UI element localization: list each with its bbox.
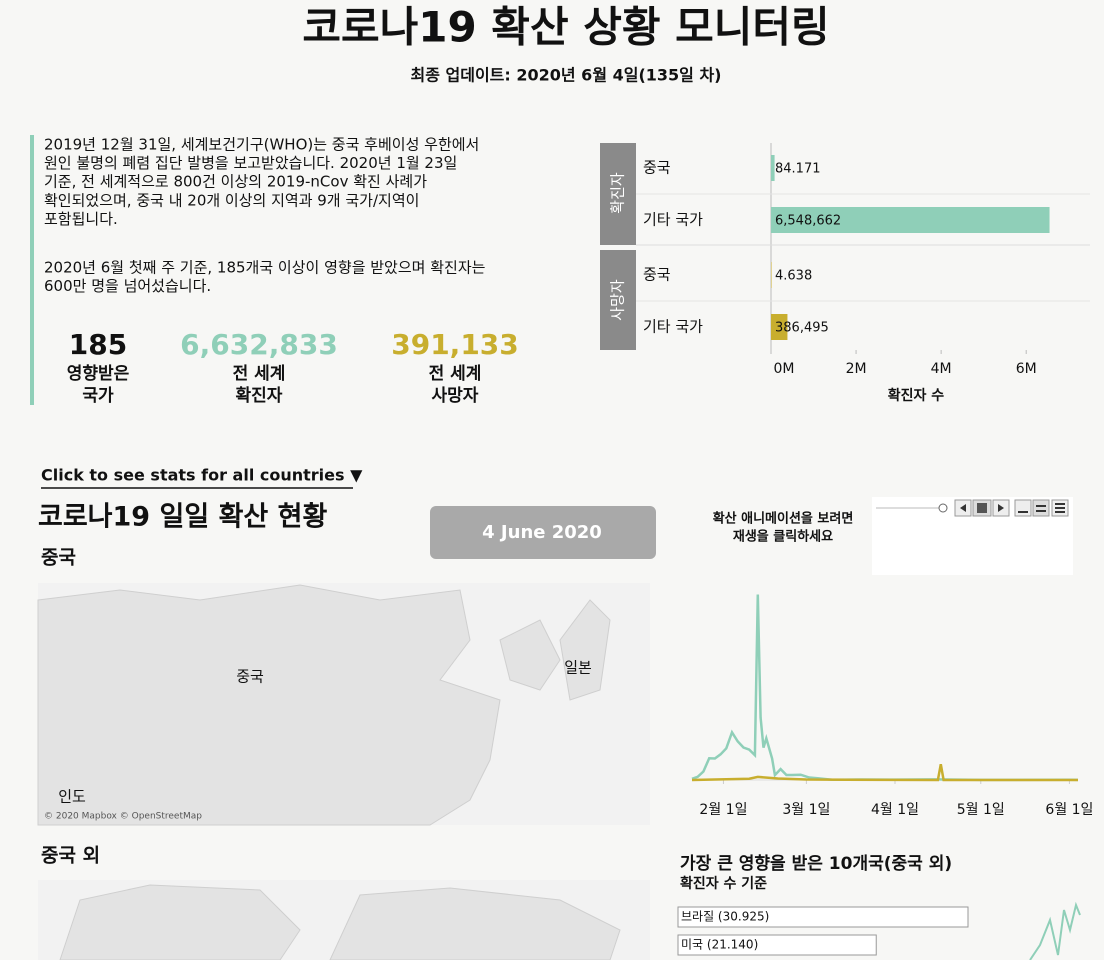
intro-line: 2020년 6월 첫째 주 기준, 185개국 이상이 영향을 받았으며 확진자… — [44, 259, 486, 277]
chart-subtitle: 확진자 수 기준 — [680, 875, 767, 892]
kpi-value: 6,632,833 — [180, 328, 338, 361]
group-label: 사망자 — [609, 279, 627, 321]
world-map-title: 중국 외 — [41, 845, 100, 867]
x-tick-label: 2M — [846, 361, 867, 377]
section-title: 코로나19 일일 확산 현황 — [38, 502, 327, 533]
bar — [771, 207, 1050, 233]
kpi-label: 사망자 — [432, 386, 479, 406]
speed-button[interactable] — [1014, 499, 1032, 517]
subtitle: 최종 업데이트: 2020년 6월 4일(135일 차) — [411, 66, 722, 85]
line-series — [691, 763, 1078, 782]
x-tick-label: 4월 1일 — [871, 802, 919, 818]
kpi-label: 전 세계 — [429, 364, 482, 384]
animation-hint: 재생을 클릭하세요 — [733, 529, 833, 545]
intro-line: 원인 불명의 폐렴 집단 발병을 보고받았습니다. 2020년 1월 23일 — [44, 154, 457, 172]
category-label: 중국 — [643, 159, 671, 177]
date-button-label[interactable]: 4 June 2020 — [482, 522, 602, 543]
kpi-label: 확진자 — [236, 386, 283, 406]
all-countries-link[interactable]: Click to see stats for all countries ▼ — [41, 466, 363, 485]
x-tick-label: 2월 1일 — [699, 802, 747, 818]
map-attribution: © 2020 Mapbox © OpenStreetMap — [44, 812, 202, 822]
speed-button[interactable] — [1032, 499, 1050, 517]
kpi-label: 전 세계 — [233, 364, 286, 384]
value-label: 6,548,662 — [775, 214, 841, 229]
animation-hint: 확산 애니메이션을 보려면 — [713, 511, 854, 527]
x-tick-label: 0M — [774, 361, 795, 377]
intro-line: 기준, 전 세계적으로 800건 이상의 2019-nCov 확진 사례가 — [44, 173, 427, 191]
map-label: 중국 — [236, 668, 264, 686]
bar — [771, 262, 772, 288]
speed-icons — [1018, 503, 1065, 513]
intro-accent — [30, 135, 34, 405]
x-axis-label: 확진자 수 — [888, 387, 945, 404]
x-tick-label: 5월 1일 — [957, 802, 1005, 818]
map-land — [499, 599, 611, 701]
chart-title: 가장 큰 영향을 받은 10개국(중국 외) — [680, 853, 952, 874]
back-icon — [960, 504, 966, 512]
bar — [771, 155, 775, 181]
group-label: 확진자 — [609, 172, 627, 214]
x-tick-label: 4M — [931, 361, 952, 377]
map-label: 인도 — [58, 788, 86, 806]
x-tick-label: 6월 1일 — [1045, 802, 1093, 818]
play-icon — [998, 504, 1004, 512]
playback-buttons[interactable] — [954, 499, 1069, 517]
bar-label: 미국 (21.140) — [681, 938, 758, 952]
kpi-label: 국가 — [82, 386, 114, 406]
x-tick-label: 6M — [1016, 361, 1037, 377]
bar — [677, 906, 969, 928]
map-land — [37, 584, 501, 826]
intro-line: 600만 명을 넘어섰습니다. — [44, 277, 211, 295]
category-label: 기타 국가 — [643, 211, 703, 229]
map-label: 일본 — [564, 659, 592, 677]
intro-line: 포함됩니다. — [44, 210, 118, 228]
group-header — [600, 250, 636, 350]
intro-line: 2019년 12월 31일, 세계보건기구(WHO)는 중국 후베이성 우한에서 — [44, 136, 479, 154]
stop-icon — [977, 503, 987, 513]
kpi-label: 영향받은 — [67, 363, 130, 384]
china-map-title: 중국 — [41, 547, 76, 569]
category-label: 기타 국가 — [643, 318, 703, 336]
category-label: 중국 — [643, 266, 671, 284]
title: 코로나19 확산 상황 모니터링 — [302, 3, 829, 52]
kpi-value: 391,133 — [391, 328, 519, 361]
bar-label: 브라질 (30.925) — [681, 910, 769, 924]
value-label: 386,495 — [775, 321, 829, 336]
value-label: 4.638 — [775, 269, 812, 284]
group-header — [600, 143, 636, 245]
bar — [771, 314, 788, 340]
date-button[interactable] — [430, 506, 656, 559]
bar — [677, 934, 877, 956]
x-tick-label: 3월 1일 — [782, 802, 830, 818]
value-label: 84.171 — [775, 162, 821, 177]
kpi-value: 185 — [69, 328, 127, 361]
intro-line: 확인되었으며, 중국 내 20개 이상의 지역과 9개 국가/지역이 — [44, 191, 419, 209]
mini-trend — [1029, 901, 1081, 960]
slider-handle[interactable] — [938, 503, 948, 513]
map-land — [59, 884, 621, 960]
